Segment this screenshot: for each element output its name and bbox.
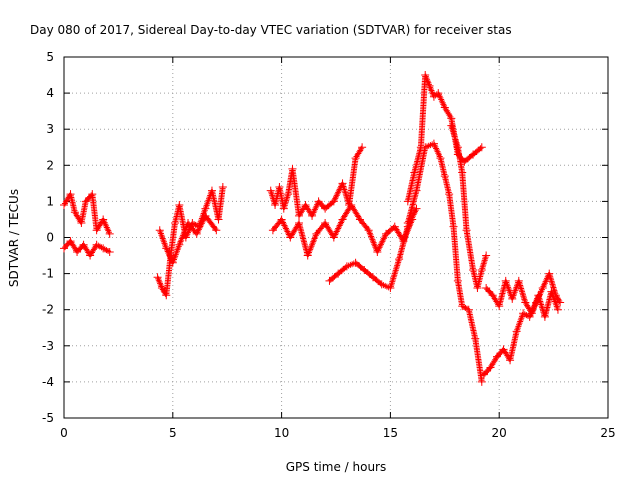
data-point-marker xyxy=(410,171,417,178)
data-point xyxy=(508,294,517,303)
x-tick-label: 25 xyxy=(600,426,615,440)
data-point xyxy=(105,229,114,238)
data-point-marker xyxy=(482,254,489,261)
data-point-marker xyxy=(82,200,89,207)
data-point-marker xyxy=(162,243,169,250)
data-point-marker xyxy=(498,348,505,355)
data-point-marker xyxy=(432,92,439,99)
data-point-marker xyxy=(65,240,72,247)
data-point-marker xyxy=(395,257,402,264)
y-tick-label: -2 xyxy=(42,303,54,317)
y-tick-label: 1 xyxy=(46,194,54,208)
data-point-marker xyxy=(467,153,474,160)
data-point-marker xyxy=(328,200,335,207)
data-point-marker xyxy=(98,244,105,251)
data-point-marker xyxy=(441,102,448,109)
y-tick-label: 5 xyxy=(46,50,54,64)
x-tick-label: 20 xyxy=(492,426,507,440)
axis-ticks: 0 5 10 15 20 25 -5 -4 -3 -2 -1 0 1 2 3 4 5 xyxy=(42,50,616,440)
data-points xyxy=(60,71,565,386)
data-point-marker xyxy=(341,265,348,272)
data-point-marker xyxy=(358,264,365,271)
data-point xyxy=(99,244,108,253)
series-segment-c-mid xyxy=(268,201,417,260)
series-segment-d-upper xyxy=(403,71,486,206)
x-tick-label: 15 xyxy=(383,426,398,440)
data-point xyxy=(201,204,210,213)
data-point xyxy=(519,309,528,318)
data-point-marker xyxy=(436,153,443,160)
data-point-marker xyxy=(441,171,448,178)
data-point xyxy=(162,244,171,253)
data-point xyxy=(553,305,562,314)
y-tick-label: -1 xyxy=(42,267,54,281)
data-point-marker xyxy=(332,272,339,279)
data-point xyxy=(538,284,547,293)
data-point-marker xyxy=(487,289,494,296)
data-point-marker xyxy=(376,279,383,286)
data-point xyxy=(105,247,114,256)
data-point-marker xyxy=(445,189,452,196)
data-point xyxy=(155,226,164,235)
data-point-marker xyxy=(212,225,219,232)
y-tick-label: 0 xyxy=(46,231,54,245)
data-point-marker xyxy=(554,305,561,312)
x-tick-label: 10 xyxy=(274,426,289,440)
data-point-marker xyxy=(105,248,112,255)
data-point-marker xyxy=(175,243,182,250)
y-tick-label: 4 xyxy=(46,86,54,100)
data-point-marker xyxy=(513,329,520,336)
x-tick-label: 0 xyxy=(60,426,68,440)
x-tick-label: 5 xyxy=(169,426,177,440)
y-tick-label: 2 xyxy=(46,158,54,172)
data-point xyxy=(168,258,177,267)
data-point-marker xyxy=(538,286,545,293)
x-axis-label: GPS time / hours xyxy=(286,460,387,474)
y-tick-label: -3 xyxy=(42,339,54,353)
data-point-marker xyxy=(355,213,362,220)
data-point-marker xyxy=(363,224,370,231)
y-tick-label: 3 xyxy=(46,122,54,136)
data-point-marker xyxy=(469,265,476,272)
chart-title: Day 080 of 2017, Sidereal Day-to-day VTE… xyxy=(30,23,512,37)
y-tick-label: -4 xyxy=(42,375,54,389)
data-point-marker xyxy=(476,146,483,153)
data-point-marker xyxy=(454,142,461,149)
data-point-marker xyxy=(211,224,218,231)
data-point-marker xyxy=(425,81,432,88)
data-point-marker xyxy=(71,207,78,214)
data-point-marker xyxy=(485,366,492,373)
data-point-marker xyxy=(358,145,365,152)
data-point-marker xyxy=(367,272,374,279)
data-point-marker xyxy=(478,268,485,275)
data-point-marker xyxy=(471,333,478,340)
data-point xyxy=(429,139,438,148)
data-point-marker xyxy=(201,207,208,214)
data-point-marker xyxy=(352,156,359,163)
data-point-marker xyxy=(521,297,528,304)
data-point-marker xyxy=(105,229,112,236)
y-axis-label: SDTVAR / TECUs xyxy=(7,189,21,287)
data-point-marker xyxy=(413,189,420,196)
data-point-marker xyxy=(389,225,396,232)
data-point-marker xyxy=(412,207,419,214)
data-point-marker xyxy=(219,185,226,192)
y-tick-label: -5 xyxy=(42,411,54,425)
data-point-marker xyxy=(447,113,454,120)
data-point-marker xyxy=(284,192,291,199)
data-point-marker xyxy=(78,244,85,251)
data-point-marker xyxy=(171,221,178,228)
data-point-marker xyxy=(478,377,485,384)
data-point-marker xyxy=(477,145,484,152)
data-point-marker xyxy=(158,283,165,290)
